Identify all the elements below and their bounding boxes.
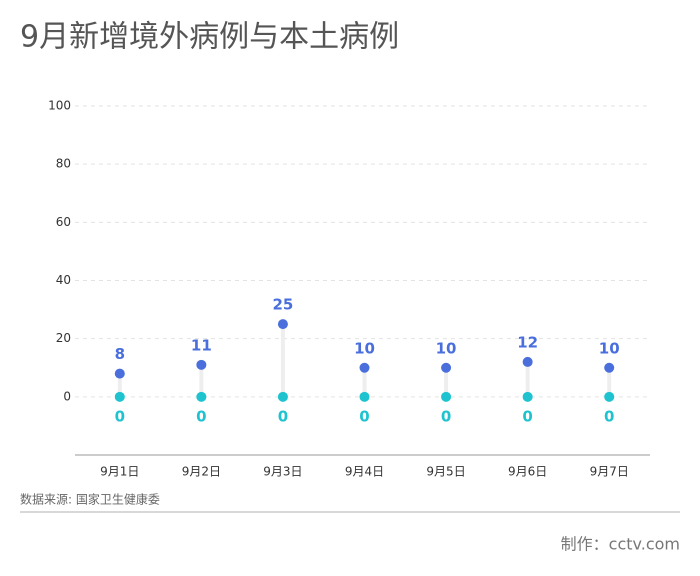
x-tick-label: 9月2日 bbox=[182, 465, 221, 479]
data-label: 10 bbox=[436, 339, 457, 357]
dot bbox=[196, 359, 207, 370]
x-tick-label: 9月4日 bbox=[345, 465, 384, 479]
chart-title: 9月新增境外病例与本土病例 bbox=[20, 20, 399, 55]
data-label: 10 bbox=[599, 339, 620, 357]
dot bbox=[604, 362, 615, 373]
dot bbox=[441, 362, 452, 373]
x-tick-label: 9月3日 bbox=[263, 465, 302, 479]
data-label: 0 bbox=[522, 407, 532, 425]
y-tick-label: 20 bbox=[56, 331, 71, 345]
data-label: 12 bbox=[517, 333, 538, 351]
data-label: 0 bbox=[115, 407, 125, 425]
data-label: 0 bbox=[359, 407, 369, 425]
x-tick-label: 9月1日 bbox=[100, 465, 139, 479]
x-tick-label: 9月5日 bbox=[426, 465, 465, 479]
y-tick-label: 60 bbox=[56, 215, 71, 229]
dot bbox=[277, 319, 288, 330]
data-label: 10 bbox=[354, 339, 375, 357]
data-label: 25 bbox=[272, 296, 293, 314]
dot bbox=[359, 391, 370, 402]
y-tick-label: 100 bbox=[48, 99, 71, 113]
source: 数据来源: 国家卫生健康委 bbox=[20, 492, 160, 507]
y-tick-label: 40 bbox=[56, 273, 71, 287]
dot bbox=[114, 391, 125, 402]
data-label: 0 bbox=[278, 407, 288, 425]
dot bbox=[604, 391, 615, 402]
dot bbox=[522, 391, 533, 402]
dot bbox=[114, 368, 125, 379]
dot bbox=[196, 391, 207, 402]
credit: 制作：cctv.com bbox=[561, 535, 680, 554]
data-label: 0 bbox=[604, 407, 614, 425]
x-tick-label: 9月7日 bbox=[590, 465, 629, 479]
dot bbox=[522, 356, 533, 367]
data-label: 0 bbox=[196, 407, 206, 425]
data-label: 11 bbox=[191, 336, 212, 354]
dot bbox=[359, 362, 370, 373]
y-tick-label: 0 bbox=[63, 389, 71, 403]
dot bbox=[277, 391, 288, 402]
data-label: 8 bbox=[115, 345, 125, 363]
dot bbox=[441, 391, 452, 402]
y-tick-label: 80 bbox=[56, 157, 71, 171]
x-tick-label: 9月6日 bbox=[508, 465, 547, 479]
data-label: 0 bbox=[441, 407, 451, 425]
